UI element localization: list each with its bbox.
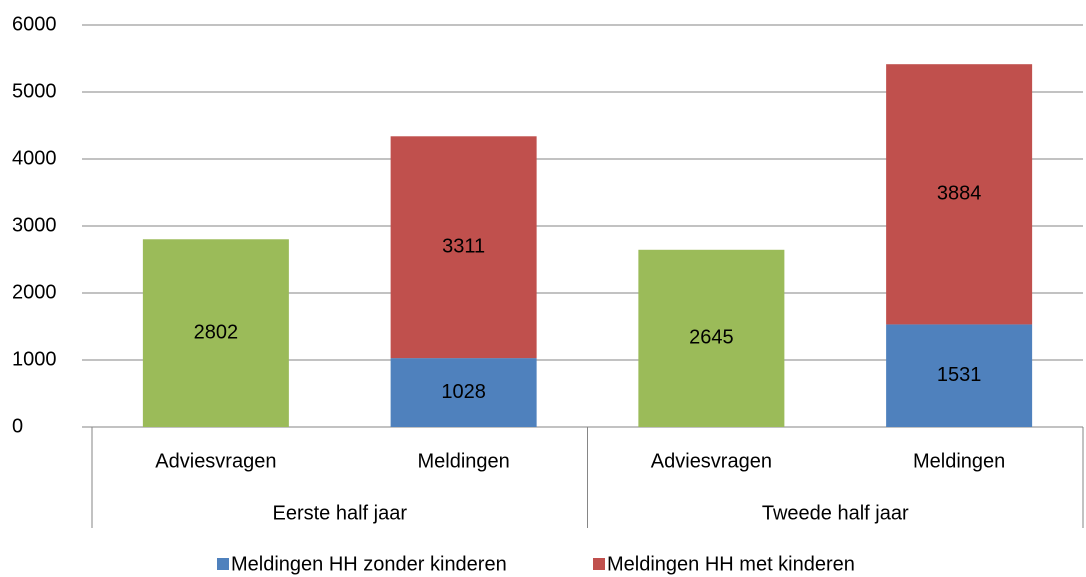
data-label: 1531 (937, 364, 982, 386)
y-tick-label: 1000 (12, 348, 57, 370)
y-tick-label: 0 (12, 415, 23, 437)
group-label: Eerste half jaar (272, 502, 407, 524)
x-tick-label: Meldingen (417, 450, 509, 472)
bar-segment (390, 136, 537, 359)
bar-segment (638, 249, 785, 427)
y-tick-label: 4000 (12, 147, 57, 169)
y-tick-label: 3000 (12, 214, 57, 236)
group-label: Tweede half jaar (762, 502, 909, 524)
x-tick-label: Adviesvragen (651, 450, 772, 472)
data-label: 3311 (442, 235, 485, 257)
legend-label: Meldingen HH met kinderen (607, 553, 855, 575)
bar-segment (886, 324, 1033, 427)
bar-segment (390, 358, 537, 427)
data-label: 2802 (194, 321, 239, 343)
y-tick-label: 2000 (12, 281, 57, 303)
y-tick-label: 5000 (12, 80, 57, 102)
legend-label: Meldingen HH zonder kinderen (231, 553, 507, 575)
legend-swatch (593, 558, 605, 570)
legend-swatch (217, 558, 229, 570)
y-tick-label: 6000 (12, 13, 57, 35)
data-label: 3884 (937, 183, 982, 205)
x-tick-label: Meldingen (913, 450, 1005, 472)
bar-segment (142, 239, 289, 427)
bar-segment (886, 64, 1033, 325)
data-label: 1028 (441, 381, 486, 403)
x-tick-label: Adviesvragen (155, 450, 276, 472)
data-label: 2645 (689, 327, 734, 349)
